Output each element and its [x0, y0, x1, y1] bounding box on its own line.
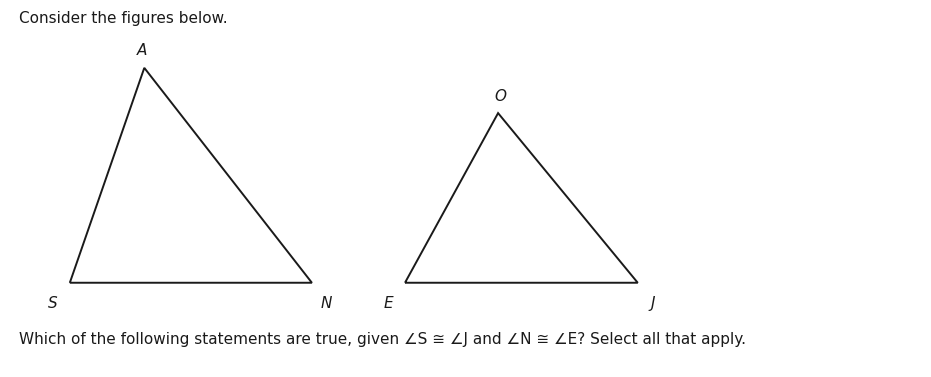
Text: Consider the figures below.: Consider the figures below.: [19, 11, 227, 26]
Text: S: S: [48, 296, 58, 311]
Text: Which of the following statements are true, given ∠S ≅ ∠J and ∠N ≅ ∠E? Select al: Which of the following statements are tr…: [19, 332, 746, 347]
Text: E: E: [384, 296, 393, 311]
Text: J: J: [651, 296, 654, 311]
Text: A: A: [137, 43, 148, 58]
Text: N: N: [321, 296, 332, 311]
Text: O: O: [494, 89, 506, 104]
